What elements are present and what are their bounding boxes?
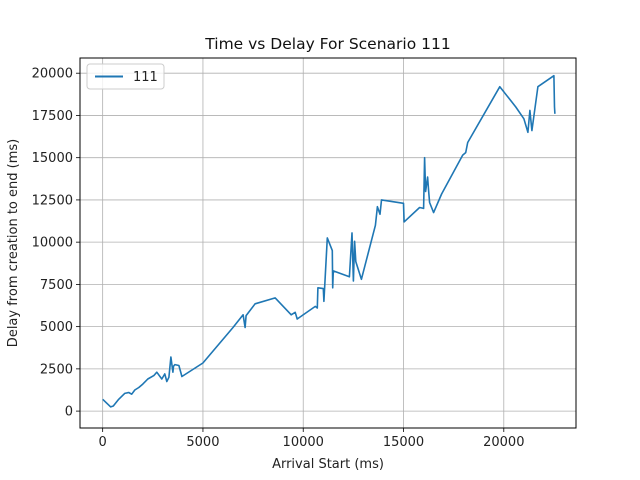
x-axis-title: Arrival Start (ms): [272, 457, 384, 472]
plot-frame: [79, 57, 577, 429]
y-tick-label: 7500: [40, 278, 73, 293]
x-tick-label: 0: [99, 435, 107, 450]
legend-label: 111: [133, 70, 158, 85]
x-tick-label: 10000: [283, 435, 324, 450]
axis-ticks: 0 5000 10000 15000 20000 0 2500 5000 7500 10000 12…: [32, 67, 525, 450]
legend: 111: [86, 63, 165, 90]
y-tick-label: 10000: [32, 236, 73, 251]
y-axis-title: Delay from creation to end (ms): [6, 139, 21, 347]
y-tick-label: 12500: [32, 193, 73, 208]
y-tick-label: 5000: [40, 320, 73, 335]
series-layer: [102, 74, 556, 408]
y-tick-label: 2500: [40, 362, 73, 377]
y-tick-label: 17500: [32, 109, 73, 124]
grid-lines: [80, 58, 576, 428]
y-tick-label: 20000: [32, 67, 73, 82]
chart-title: Time vs Delay For Scenario 111: [204, 35, 450, 53]
series-line-111: [102, 74, 556, 408]
y-tick-label: 0: [65, 405, 73, 420]
y-tick-label: 15000: [32, 151, 73, 166]
x-tick-label: 15000: [383, 435, 424, 450]
x-tick-label: 20000: [483, 435, 524, 450]
x-tick-label: 5000: [186, 435, 219, 450]
legend-frame: [86, 63, 165, 90]
